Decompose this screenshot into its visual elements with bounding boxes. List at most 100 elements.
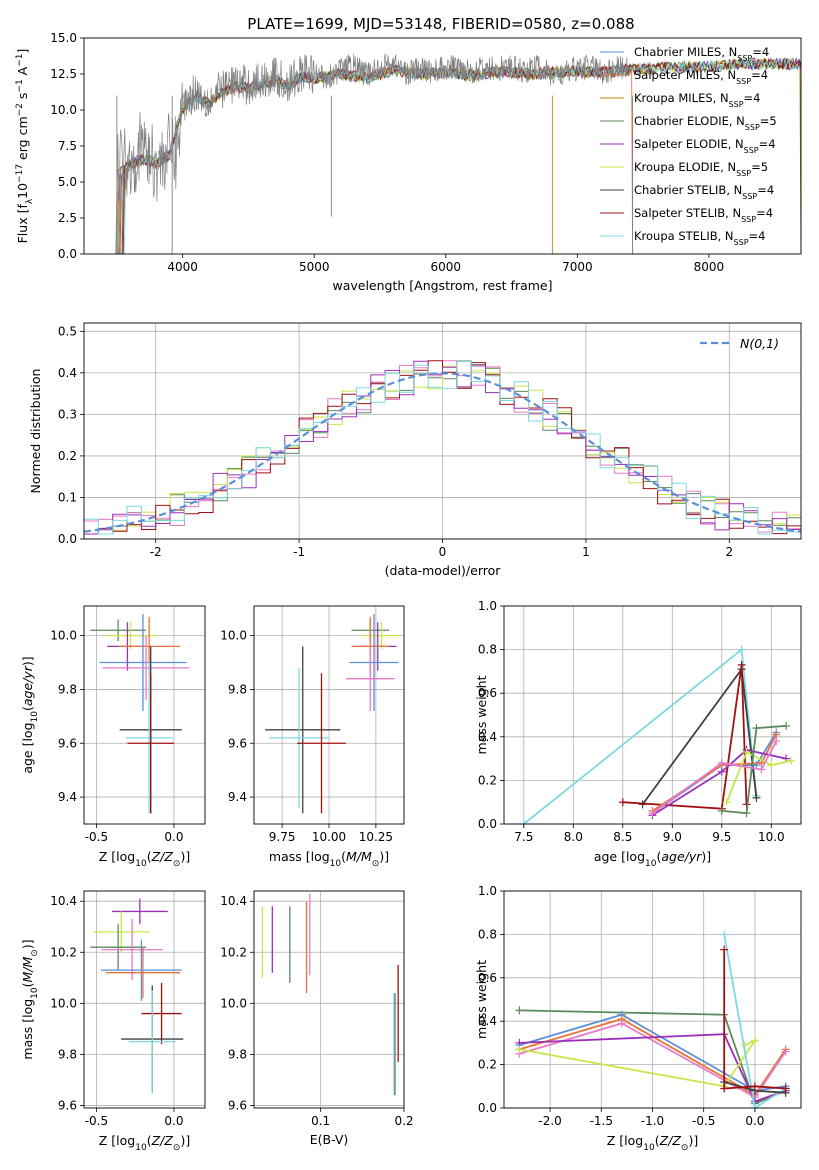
y-tick-label: 1.0 — [478, 884, 497, 898]
y-tick-label: 9.4 — [58, 790, 77, 804]
legend-text: SSP — [734, 238, 749, 247]
axis-label-part: 10 — [330, 859, 342, 869]
legend-label: Kroupa MILES, NSSP=4 — [634, 91, 760, 109]
legend-text: Kroupa ELODIE, N — [634, 160, 736, 174]
y-tick-label: 0.4 — [58, 366, 77, 380]
spectrum-axes: 4000 5000 6000 7000 8000 0.0 2.5 5.0 7.5 10.0 12.5… — [15, 31, 777, 293]
axis-label-part: 10 — [15, 183, 30, 199]
weight-line — [723, 949, 786, 1090]
axes-frame — [83, 37, 802, 255]
axis-label-part: )] — [20, 939, 35, 949]
y-tick-label: 2.5 — [58, 211, 77, 225]
weight-line — [519, 1018, 787, 1097]
y-tick-label: 0.0 — [58, 532, 77, 546]
x-tick-label: 10.00 — [312, 830, 346, 844]
axis-label-part: ] — [15, 49, 30, 54]
y-tick-label: 9.8 — [58, 682, 77, 696]
x-tick-label: 0 — [439, 545, 447, 559]
axes-frame — [503, 890, 802, 1109]
age_vs_Z-plot — [90, 614, 190, 814]
x-axis-label: Z [log10(Z/Z⊙)] — [99, 849, 190, 869]
axis-label-part: ( — [655, 1133, 660, 1148]
y-tick-label: 15.0 — [50, 31, 77, 45]
x-tick-label: 0.0 — [164, 830, 183, 844]
x-tick-label: 9.5 — [712, 830, 731, 844]
y-tick-label: 9.8 — [228, 1047, 247, 1061]
legend-text: Kroupa MILES, N — [634, 91, 729, 105]
axis-label-part: 10 — [645, 859, 657, 869]
y-axis-label: Flux [fλ10−17 erg cm−2 s−1 A−1] — [15, 49, 35, 244]
mass_vs_Z-panel: -0.5 0.09.69.810.010.210.4Z [log10(Z/Z⊙)]… — [20, 890, 206, 1153]
histogram-step — [84, 360, 801, 535]
legend-text: SSP — [744, 146, 759, 155]
y-tick-label: 10.0 — [50, 629, 77, 643]
axis-label-part: ( — [147, 1133, 152, 1148]
y-axis-label: mass weight — [474, 675, 489, 754]
axis-label-part: age [log — [594, 849, 645, 864]
y-tick-label: 9.6 — [58, 1098, 77, 1112]
axis-label-part: s — [15, 93, 30, 104]
y-tick-label: 5.0 — [58, 175, 77, 189]
axis-label-part: M/M — [346, 849, 372, 864]
axis-label-part: )] — [20, 656, 35, 666]
weight-line — [622, 664, 748, 810]
y-tick-label: 9.8 — [58, 1047, 77, 1061]
y-tick-label: 10.0 — [220, 629, 247, 643]
y-tick-label: 9.8 — [228, 682, 247, 696]
y-tick-label: 1.0 — [478, 599, 497, 613]
y-tick-label: 9.6 — [228, 1098, 247, 1112]
axis-label-part: ⊙ — [30, 949, 40, 957]
axis-label-part: Z/Z — [151, 1133, 174, 1148]
data-spectrum — [116, 53, 633, 203]
axis-label-part: age/yr — [661, 849, 702, 864]
axis-label-part: mass [log — [269, 849, 330, 864]
axis-label-part: M/M — [20, 956, 35, 982]
weight-line — [721, 725, 787, 815]
age_vs_Z-axes: -0.5 0.09.49.69.810.0Z [log10(Z/Z⊙)]age [… — [20, 629, 190, 869]
axis-label-part: Flux [f — [15, 204, 30, 244]
mass_vs_Z-axes: -0.5 0.09.69.810.010.210.4Z [log10(Z/Z⊙)]… — [20, 894, 190, 1153]
axis-label-part: ( — [341, 849, 346, 864]
y-tick-label: 0.2 — [58, 449, 77, 463]
age_vs_mass-plot — [265, 614, 401, 814]
axis-label-part: age [log — [20, 722, 35, 773]
x-tick-label: 4000 — [167, 260, 198, 274]
axis-label-part: Z [log — [607, 1133, 643, 1148]
legend-label: Salpeter ELODIE, NSSP=4 — [634, 137, 776, 155]
x-axis-label: (data-model)/error — [385, 563, 502, 578]
spectrum-panel: 4000 5000 6000 7000 8000 0.0 2.5 5.0 7.5 10.0 12.5… — [15, 31, 802, 293]
axis-label-part: )] — [379, 849, 389, 864]
x-axis-label: mass [log10(M/M⊙)] — [269, 849, 389, 869]
axis-label-part: erg cm — [15, 116, 30, 164]
legend-text: =4 — [757, 183, 774, 197]
axes-frame — [83, 322, 802, 540]
axis-label-part: Z [log — [99, 849, 135, 864]
axis-label-part: −17 — [15, 164, 25, 183]
x-tick-label: 0.0 — [164, 1114, 183, 1128]
y-tick-label: 0.3 — [58, 407, 77, 421]
y-tick-label: 0.8 — [478, 927, 497, 941]
age_vs_Z-panel: -0.5 0.09.49.69.810.0Z [log10(Z/Z⊙)]age [… — [20, 605, 206, 869]
axis-label-part: ( — [20, 982, 35, 987]
axes-frame — [83, 890, 206, 1109]
x-tick-label: -1 — [293, 545, 305, 559]
spectrum-plot — [114, 53, 802, 255]
axis-label-part: age/yr — [20, 665, 35, 706]
x-tick-label: -1.0 — [641, 1114, 664, 1128]
axis-label-part: )] — [701, 849, 711, 864]
y-tick-label: 10.0 — [50, 103, 77, 117]
legend-text: =4 — [744, 91, 761, 105]
y-tick-label: 0.4 — [478, 730, 497, 744]
weight-line — [519, 1013, 786, 1092]
weight_vs_age-panel: 7.5 8.0 8.5 9.0 9.5 10.0 0.0 0.2 0.4 0.6 0.8 1.0 age… — [474, 599, 802, 869]
mass_vs_Z-plot — [90, 898, 184, 1093]
y-axis-label: Normed distribution — [28, 369, 43, 494]
y-tick-label: 12.5 — [50, 67, 77, 81]
legend-text: =4 — [752, 45, 769, 59]
legend-label: Kroupa ELODIE, NSSP=5 — [634, 160, 768, 178]
y-tick-label: 0.5 — [58, 324, 77, 338]
weight-line — [519, 1022, 787, 1099]
y-tick-label: 10.4 — [50, 894, 77, 908]
axis-label-part: Z [log — [99, 1133, 135, 1148]
